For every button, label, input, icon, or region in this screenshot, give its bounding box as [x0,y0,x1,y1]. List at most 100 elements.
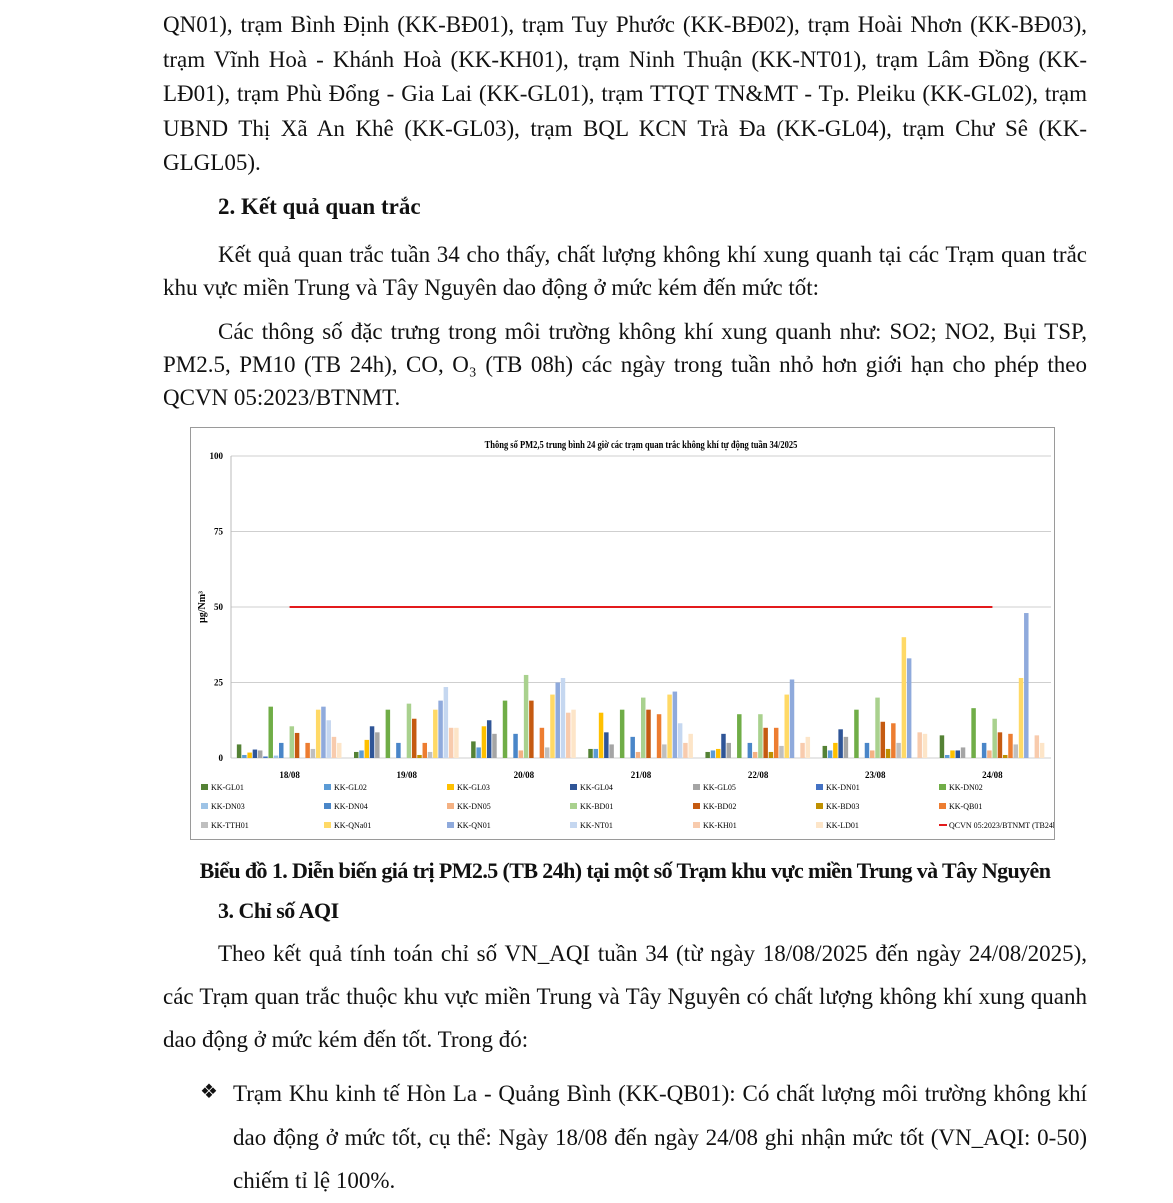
legend-label: KK-DN03 [211,802,245,811]
bar-kk-qb01 [891,723,896,758]
bar-kk-gl04 [486,720,492,758]
bar-kk-dn03 [273,755,279,758]
x-tick-label: 18/08 [279,770,300,780]
bar-kk-qna01 [901,637,907,758]
bar-kk-ld01 [688,733,693,758]
y-axis-label: µg/Nm³ [197,591,208,623]
paragraph-parameters: Các thông số đặc trưng trong môi trường … [163,319,1087,410]
legend-swatch [939,784,946,790]
bar-kk-gl01 [354,751,359,758]
bar-kk-dn02 [971,708,976,758]
legend-swatch [324,803,331,809]
x-tick-label: 21/08 [631,770,652,780]
bar-kk-tth01 [544,747,550,758]
bar-kk-tth01 [427,751,433,758]
bar-kk-gl03 [833,742,838,758]
bar-kk-gl05 [257,750,263,758]
legend-swatch [201,803,208,809]
bar-kk-gl04 [369,726,375,758]
legend-swatch [447,822,454,828]
bar-kk-nt01 [677,723,683,758]
bar-kk-bd03 [885,748,891,758]
bar-kk-gl02 [827,750,833,758]
legend-label: KK-QN01 [457,821,491,830]
bar-kk-dn04 [396,742,401,758]
bar-kk-bd02 [763,727,768,758]
legend-swatch [693,803,700,809]
bar-kk-gl01 [822,745,828,758]
bar-kk-bd03 [1002,754,1008,758]
bar-kk-qb01 [539,727,545,758]
legend-swatch [816,803,823,809]
bar-kk-dn04 [864,742,870,758]
bar-kk-dn05 [987,750,992,758]
legend-label: KK-DN04 [334,802,368,811]
bar-kk-gl05 [843,736,849,758]
bar-kk-qb01 [656,714,662,758]
bar-kk-dn01 [263,756,268,758]
paragraph-stations: QN01), trạm Bình Định (KK-BĐ01), trạm Tu… [163,12,1087,175]
bar-kk-tth01 [1013,744,1018,758]
bar-kk-gl02 [359,750,364,758]
bar-kk-gl05 [609,744,614,758]
x-tick-label: 22/08 [748,770,769,780]
bar-kk-gl05 [492,733,497,758]
legend-label: KK-GL04 [580,783,613,792]
x-tick-label: 24/08 [982,770,1003,780]
legend-swatch [816,822,823,828]
bar-kk-nt01 [443,687,449,758]
bar-kk-gl04 [838,729,843,758]
x-tick-label: 20/08 [514,770,535,780]
bar-kk-ld01 [454,727,459,758]
legend-swatch [693,784,700,790]
bar-kk-dn02 [737,714,742,758]
bar-kk-gl01 [236,744,242,758]
bar-kk-gl02 [944,754,950,758]
bar-kk-bd01 [523,674,529,758]
bar-kk-bd01 [641,697,646,758]
bar-kk-tth01 [896,742,901,758]
bar-kk-bd01 [758,714,763,758]
legend-label: KK-KH01 [703,821,737,830]
bar-kk-qna01 [784,694,789,758]
bar-kk-gl04 [721,733,726,758]
bar-kk-dn05 [635,751,641,758]
bar-kk-nt01 [560,677,566,758]
bar-kk-kh01 [566,712,571,758]
bar-kk-qna01 [315,709,321,758]
bar-kk-gl02 [593,748,599,758]
legend-swatch [447,784,454,790]
diamond-bullet-icon: ❖ [200,1081,218,1103]
legend-label: KK-LD01 [826,821,859,830]
bar-kk-bd03 [768,751,774,758]
y-tick-label: 75 [214,527,224,537]
chart-title: Thông số PM2,5 trung bình 24 giờ các trạ… [485,440,798,451]
y-tick-label: 0 [219,753,224,763]
bar-kk-gl03 [364,739,370,758]
legend-swatch [693,822,700,828]
legend-label: KK-GL02 [334,783,367,792]
bar-kk-kh01 [448,727,454,758]
bar-kk-gl03 [481,726,487,758]
pm25-chart-svg: Thông số PM2,5 trung bình 24 giờ các trạ… [197,440,1060,830]
bar-kk-bd01 [992,718,997,758]
legend-label: KK-BD01 [580,802,613,811]
bar-kk-bd02 [529,700,534,758]
legend-label: KK-QNa01 [334,821,371,830]
paragraph-results: Kết quả quan trắc tuần 34 cho thấy, chất… [163,242,1087,300]
bar-kk-dn04 [630,736,635,758]
bar-kk-bd02 [411,718,417,758]
bar-kk-kh01 [917,732,922,758]
bar-kk-qna01 [1018,677,1024,758]
bar-kk-gl03 [715,748,721,758]
bar-kk-gl01 [705,751,710,758]
heading-monitoring-results: 2. Kết quả quan trắc [218,194,421,219]
bar-kk-qb01 [773,727,779,758]
bar-kk-bd01 [406,703,412,758]
bar-kk-gl01 [471,741,476,758]
legend-swatch [816,784,823,790]
bar-kk-kh01 [800,742,805,758]
bar-kk-bd02 [294,732,300,758]
bar-kk-ld01 [922,733,928,758]
x-tick-label: 19/08 [396,770,417,780]
